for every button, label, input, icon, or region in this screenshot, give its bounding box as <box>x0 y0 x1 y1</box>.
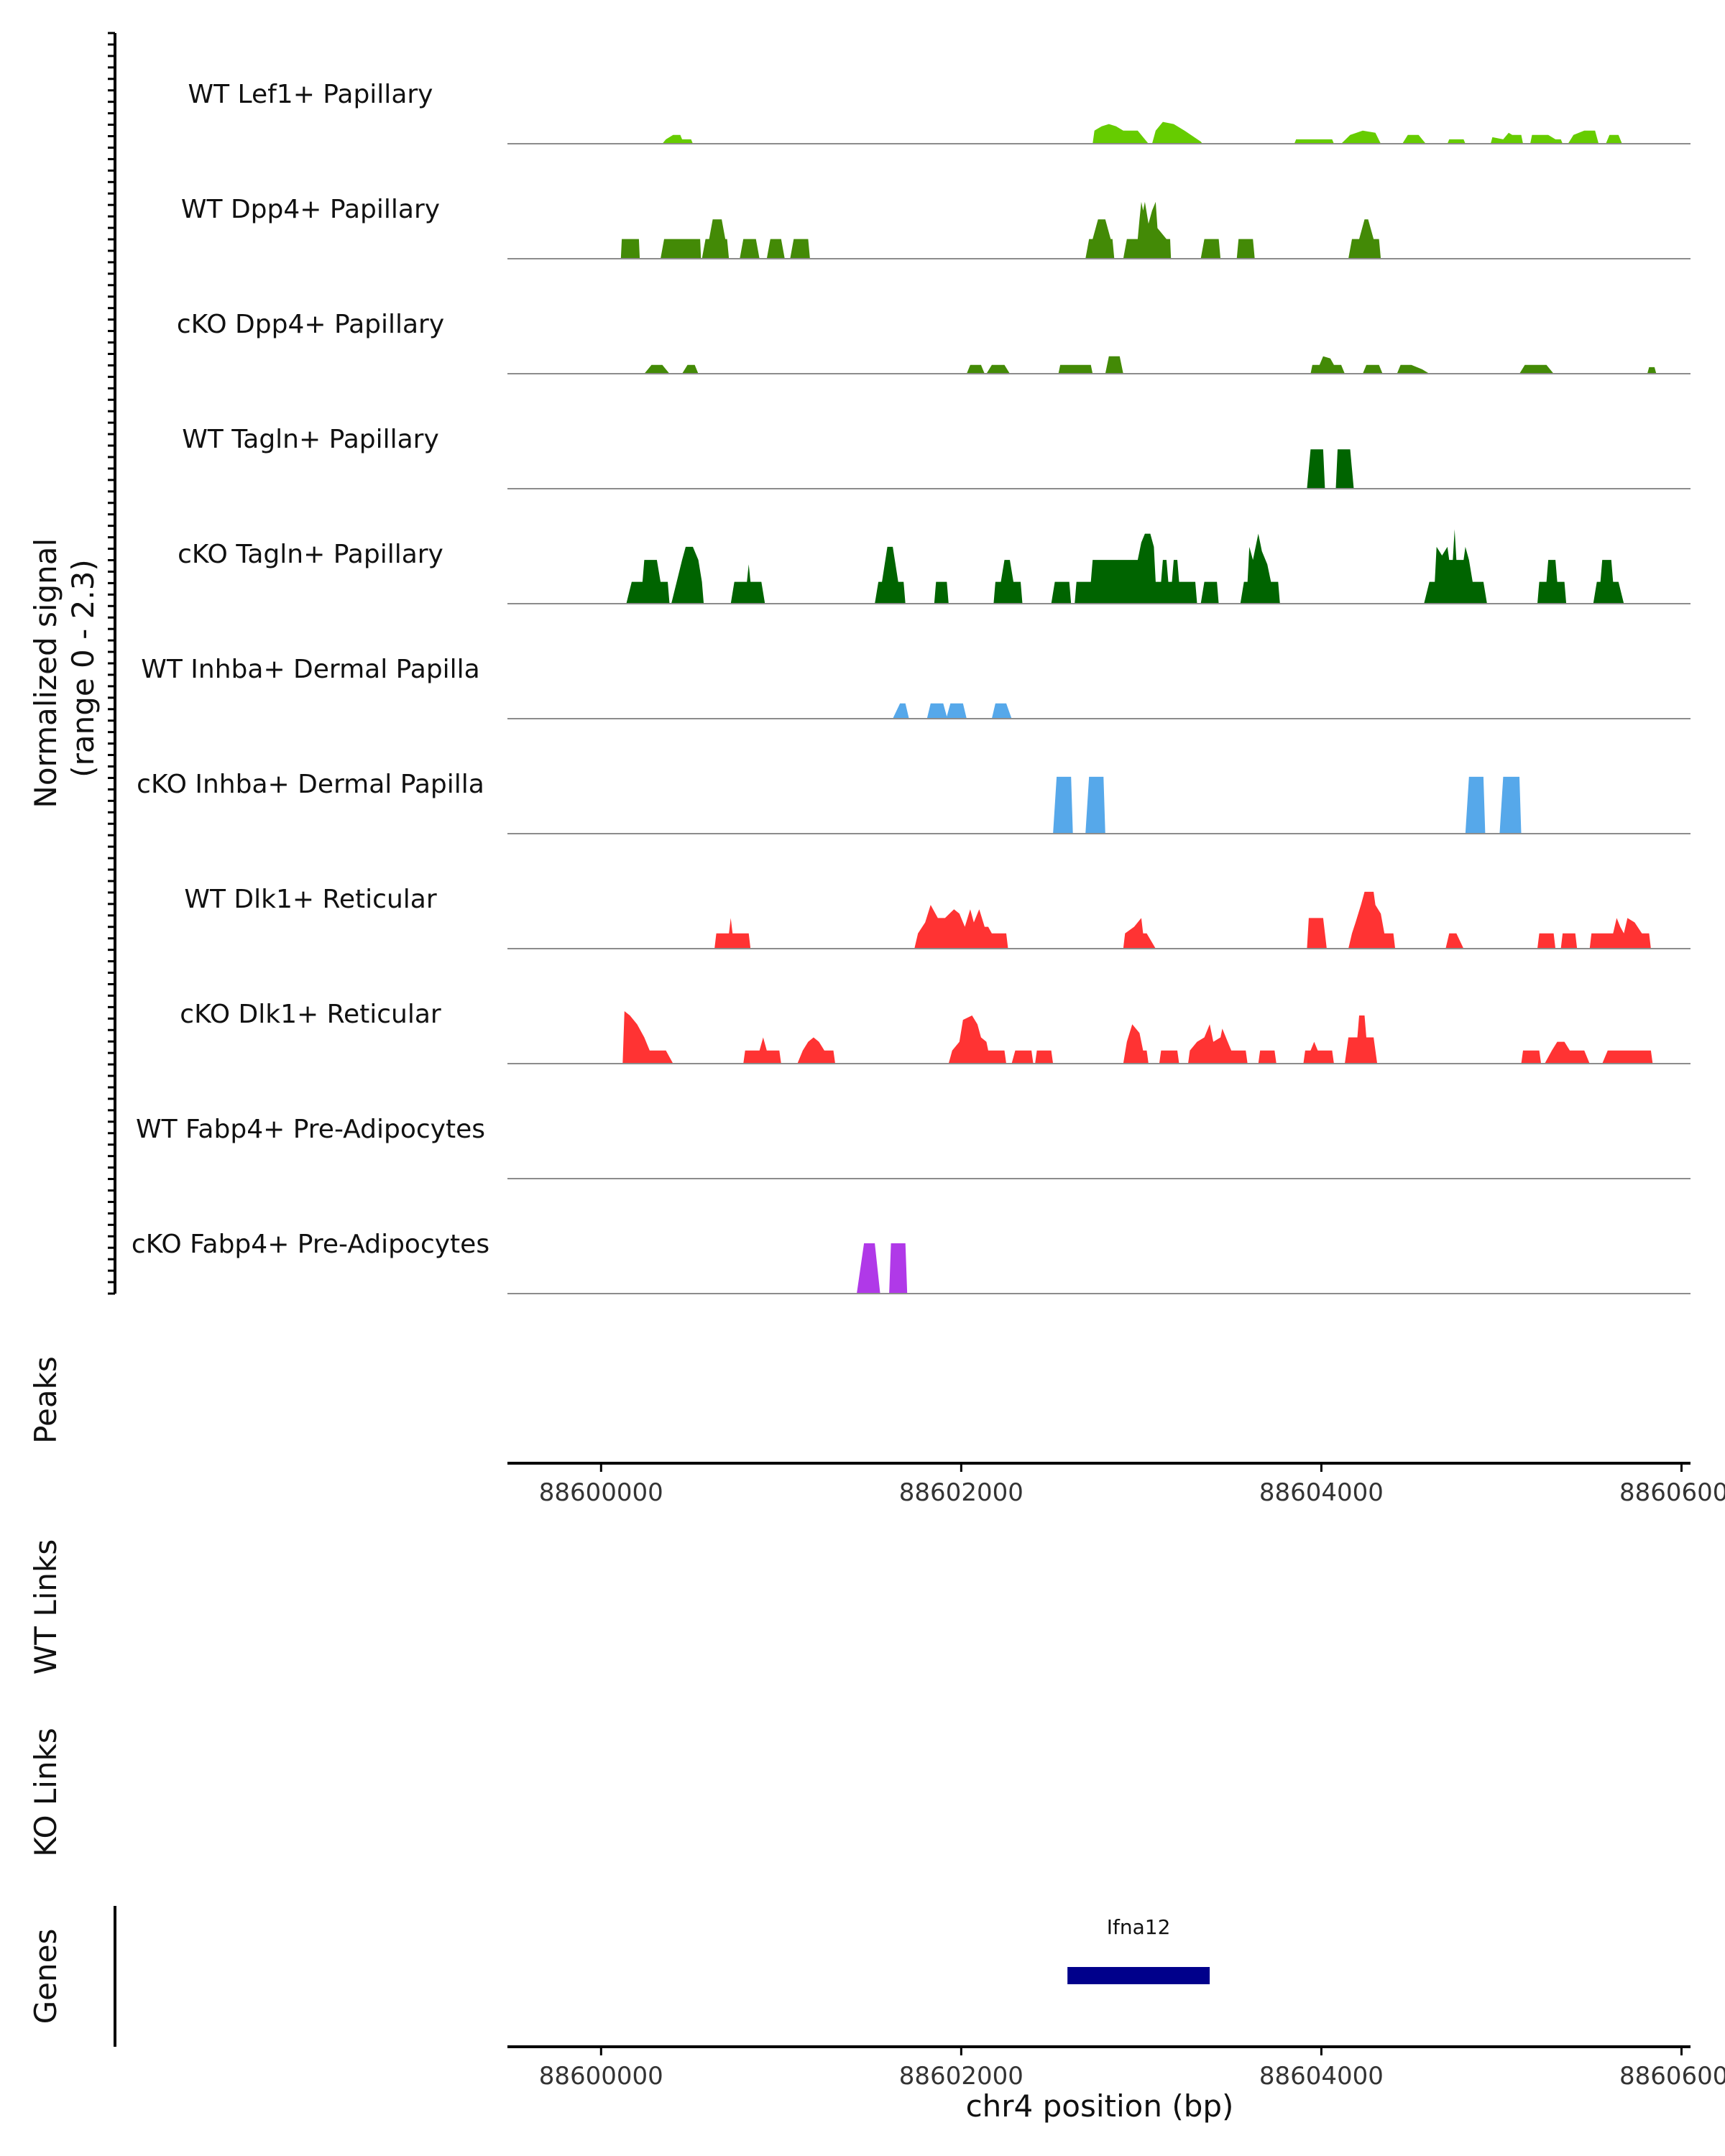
track-label: WT Fabp4+ Pre-Adipocytes <box>136 1115 485 1144</box>
y-axis-title: Normalized signal (range 0 - 2.3) <box>28 528 101 808</box>
track-cko-fabp4-pre-adipocytes: cKO Fabp4+ Pre-Adipocytes <box>132 1230 1690 1294</box>
track-cko-dlk1-reticular: cKO Dlk1+ Reticular <box>180 1000 1690 1064</box>
x-axis-peaks: 88600000 88602000 88604000 88606000 <box>507 1462 1725 1507</box>
x-tick-label: 88606000 <box>1619 2062 1725 2091</box>
coverage-area-wt-dpp4-papillary <box>620 201 1381 259</box>
y-axis-title-line2: (range 0 - 2.3) <box>65 559 101 778</box>
x-tick-label: 88604000 <box>1259 2062 1384 2091</box>
gene-body-ifna12 <box>1067 1967 1210 1984</box>
track-label: cKO Tagln+ Papillary <box>178 540 443 569</box>
track-label: cKO Fabp4+ Pre-Adipocytes <box>132 1230 489 1259</box>
track-label: WT Dlk1+ Reticular <box>184 885 436 914</box>
coverage-area-wt-lef1-papillary <box>662 121 1622 144</box>
coverage-area-cko-dlk1-reticular <box>622 1011 1653 1064</box>
x-axis-genes: 88600000 88602000 88604000 88606000 <box>507 2045 1725 2091</box>
track-cko-inhba-dermal-papilla: cKO Inhba+ Dermal Papilla <box>137 770 1690 834</box>
track-wt-dpp4-papillary: WT Dpp4+ Papillary <box>181 195 1690 259</box>
coverage-area-cko-inhba-dermal-papilla <box>1053 776 1522 834</box>
x-tick-label: 88604000 <box>1259 1478 1384 1507</box>
peaks-title: Peaks <box>28 1356 63 1444</box>
coverage-area-wt-dlk1-reticular <box>714 891 1651 949</box>
coverage-area-cko-dpp4-papillary <box>644 356 1657 374</box>
track-label: cKO Dpp4+ Papillary <box>177 310 444 339</box>
track-label: WT Lef1+ Papillary <box>188 80 433 109</box>
track-cko-dpp4-papillary: cKO Dpp4+ Papillary <box>177 310 1690 374</box>
x-tick-label: 88602000 <box>899 1478 1024 1507</box>
gene-label: Ifna12 <box>1107 1915 1171 1939</box>
track-wt-dlk1-reticular: WT Dlk1+ Reticular <box>184 885 1690 949</box>
x-axis-title: chr4 position (bp) <box>966 2088 1234 2124</box>
wt-links-title: WT Links <box>28 1539 63 1674</box>
coverage-area-wt-tagln-papillary <box>1307 449 1354 489</box>
track-wt-inhba-dermal-papilla: WT Inhba+ Dermal Papilla <box>141 655 1690 719</box>
track-label: cKO Dlk1+ Reticular <box>180 1000 441 1029</box>
x-tick-label: 88600000 <box>539 1478 663 1507</box>
x-tick-label: 88602000 <box>899 2062 1024 2091</box>
track-wt-lef1-papillary: WT Lef1+ Papillary <box>188 80 1690 144</box>
coverage-area-wt-inhba-dermal-papilla <box>893 703 1012 719</box>
coverage-area-cko-tagln-papillary <box>626 529 1624 604</box>
track-label: WT Inhba+ Dermal Papilla <box>141 655 479 684</box>
ko-links-title: KO Links <box>28 1728 63 1857</box>
track-label: WT Tagln+ Papillary <box>182 425 439 454</box>
x-tick-label: 88606000 <box>1619 1478 1725 1507</box>
track-label: cKO Inhba+ Dermal Papilla <box>137 770 484 799</box>
signal-y-axis <box>108 32 116 1295</box>
track-wt-tagln-papillary: WT Tagln+ Papillary <box>182 425 1690 489</box>
genes-title: Genes <box>28 1929 63 2024</box>
track-label: WT Dpp4+ Papillary <box>181 195 440 224</box>
x-tick-label: 88600000 <box>539 2062 663 2091</box>
coverage-tracks: WT Lef1+ Papillary WT Dpp4+ Papillary cKO … <box>132 80 1690 1294</box>
track-cko-tagln-papillary: cKO Tagln+ Papillary <box>178 529 1690 604</box>
coverage-area-cko-fabp4-pre-adipocytes <box>857 1243 908 1294</box>
gene-annotations: Ifna12 <box>1067 1915 1210 1984</box>
track-wt-fabp4-pre-adipocytes: WT Fabp4+ Pre-Adipocytes <box>136 1115 1690 1179</box>
y-axis-title-line1: Normalized signal <box>28 538 63 808</box>
